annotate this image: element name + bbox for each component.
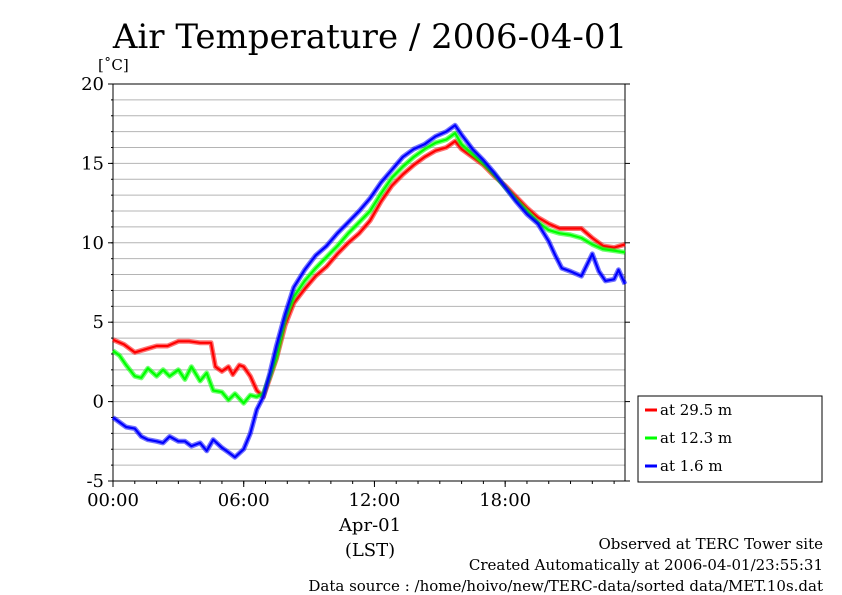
series-line-2 bbox=[112, 124, 627, 459]
plot-frame bbox=[112, 83, 626, 482]
footer-data-source: Data source : /home/hoivo/new/TERC-data/… bbox=[308, 577, 823, 595]
footer-observed: Observed at TERC Tower site bbox=[598, 535, 823, 553]
x-unit-label: (LST) bbox=[345, 540, 395, 561]
y-axis-label: [˚C] bbox=[98, 56, 129, 74]
footer-created: Created Automatically at 2006-04-01/23:5… bbox=[469, 556, 823, 574]
x-date-label: Apr-01 bbox=[338, 515, 401, 536]
series-line-halo-1 bbox=[111, 130, 626, 406]
y-tick-label: -5 bbox=[86, 471, 104, 492]
series-line-1 bbox=[112, 132, 626, 405]
legend-label-0: at 29.5 m bbox=[660, 401, 732, 419]
legend: at 29.5 m at 12.3 m at 1.6 m bbox=[637, 395, 823, 483]
axis-ticks: -5 0 5 10 15 20 00:00 06:00 12:00 18:00 bbox=[81, 74, 630, 511]
legend-box bbox=[637, 395, 823, 483]
x-tick-label: 12:00 bbox=[349, 490, 401, 511]
y-tick-label: 5 bbox=[93, 312, 104, 333]
chart-title: Air Temperature / 2006-04-01 bbox=[112, 17, 627, 57]
x-tick-label: 06:00 bbox=[218, 490, 270, 511]
x-tick-label: 18:00 bbox=[479, 490, 531, 511]
legend-label-1: at 12.3 m bbox=[660, 429, 732, 447]
grid bbox=[113, 99, 625, 466]
series-layer bbox=[111, 122, 628, 460]
y-tick-label: 0 bbox=[93, 392, 104, 413]
y-tick-label: 15 bbox=[81, 153, 104, 174]
y-tick-label: 20 bbox=[81, 74, 104, 95]
y-tick-label: 10 bbox=[81, 233, 104, 254]
series-line-halo-2 bbox=[111, 122, 628, 460]
x-tick-label: 00:00 bbox=[87, 490, 139, 511]
legend-label-2: at 1.6 m bbox=[660, 457, 723, 475]
